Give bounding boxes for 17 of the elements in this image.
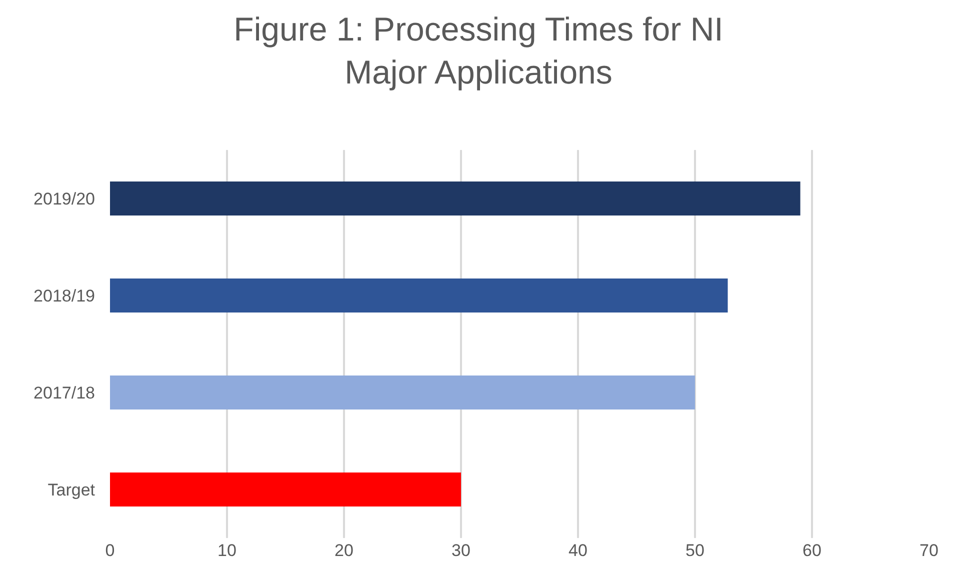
bar: [110, 278, 728, 312]
x-tick-label: 10: [218, 541, 236, 560]
y-tick-label: 2017/18: [34, 383, 95, 402]
y-tick-label: Target: [48, 480, 96, 500]
bar: [110, 182, 800, 216]
x-tick-label: 20: [334, 541, 354, 560]
x-tick-label: 0: [105, 541, 115, 560]
y-tick-label: 2018/19: [34, 286, 95, 306]
chart-title: Figure 1: Processing Times for NI Major Applications: [234, 10, 724, 90]
y-tick-label: 2019/20: [34, 189, 95, 208]
bar: [110, 376, 695, 410]
x-tick-label: 40: [568, 541, 588, 560]
bar: [110, 472, 461, 506]
x-tick-label: 60: [802, 541, 822, 560]
x-tick-label: 50: [686, 541, 704, 560]
x-tick-label: 70: [920, 541, 938, 560]
x-tick-label: 30: [452, 541, 470, 560]
